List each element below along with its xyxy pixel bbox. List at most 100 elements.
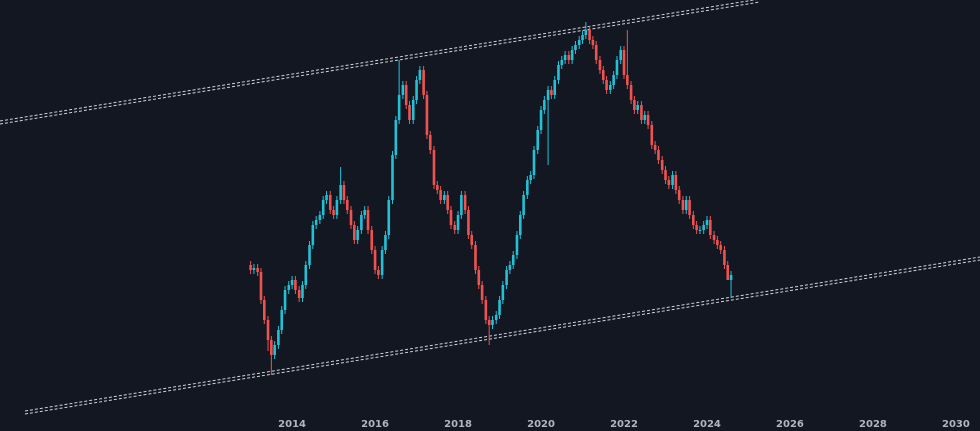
candle-body [349,210,353,225]
candle-body [460,195,463,215]
candle-body [729,275,733,280]
candle-body [605,80,608,90]
candle-body [674,175,678,190]
candle-body [273,345,276,355]
candle-body [280,310,284,330]
candle-body [467,210,470,235]
x-tick-label: 2030 [942,419,970,430]
candle-body [339,185,342,200]
candle-body [401,85,405,95]
candle-body [453,225,457,230]
x-tick-label: 2014 [278,419,306,430]
candle-body [391,155,394,200]
candle-body [335,200,339,215]
candle-body [546,90,550,100]
candle-body [325,195,328,200]
candle-body [408,105,411,120]
x-tick-label: 2020 [527,419,555,430]
candle-body [415,80,418,100]
candle-body [477,270,481,285]
candle-body [480,285,484,300]
candle-body [270,340,273,355]
candle-body [522,195,525,215]
candle-body [660,160,664,170]
candle-body [657,150,660,160]
channel-upper [0,0,761,125]
x-tick-label: 2024 [693,419,721,430]
candle-body [591,40,595,45]
candle-body [301,285,304,298]
candle-body [436,185,439,190]
candle-body [294,280,297,290]
candle-body [311,225,315,245]
candle-body [443,195,446,200]
channel-lower [24,256,980,415]
candles [249,22,733,375]
candle-body [259,272,263,300]
candle-body [681,200,685,210]
candle-body [653,145,657,150]
candle-body [716,240,719,245]
candle-body [518,215,522,235]
candle-body [723,250,726,265]
x-tick-label: 2026 [776,419,804,430]
candle-body [363,210,366,215]
candle-body [449,210,453,225]
candle-body [377,270,380,275]
candle-body [511,255,515,265]
candle-body [463,195,467,210]
candle-body [539,110,543,130]
candle-body [404,85,408,105]
candle-body [491,320,494,325]
candle-body [726,265,730,280]
candle-body [304,265,308,285]
candle-body [432,150,436,185]
candle-body [332,210,335,215]
candle-body [428,135,432,150]
candle-body [636,105,640,110]
candle-body [266,320,270,340]
candle-body [290,280,294,285]
candle-body [719,245,722,250]
candle-body [526,180,529,195]
candle-body [598,60,602,70]
candle-body [494,315,498,320]
candle-body [411,100,415,120]
candle-body [577,40,581,45]
candle-body [262,300,266,320]
candle-body [705,220,709,225]
candle-body [397,95,401,120]
x-tick-label: 2018 [444,419,472,430]
candle-body [646,115,650,125]
candle-body [501,285,505,300]
candle-body [446,195,449,210]
candle-body [373,250,377,270]
candle-body [574,45,577,50]
candle-body [695,225,698,230]
candle-body [297,290,301,298]
candle-body [629,85,633,100]
candle-body [553,80,557,95]
candle-body [619,50,622,60]
candle-body [474,245,477,270]
candle-body [318,215,322,220]
candle-body [484,300,488,320]
candle-body [622,50,626,75]
candle-body [698,230,702,231]
candle-body [252,268,256,270]
candle-body [366,210,370,230]
candle-body [692,215,695,225]
candle-body [370,230,374,250]
candle-body [422,70,425,95]
candle-body [609,85,612,90]
candle-body [667,180,671,185]
candle-body [287,285,291,290]
candle-body [470,235,474,245]
candle-body [487,320,491,325]
candle-body [560,60,564,65]
candle-body [532,150,536,175]
candle-body [633,100,636,110]
candle-body [594,45,598,60]
